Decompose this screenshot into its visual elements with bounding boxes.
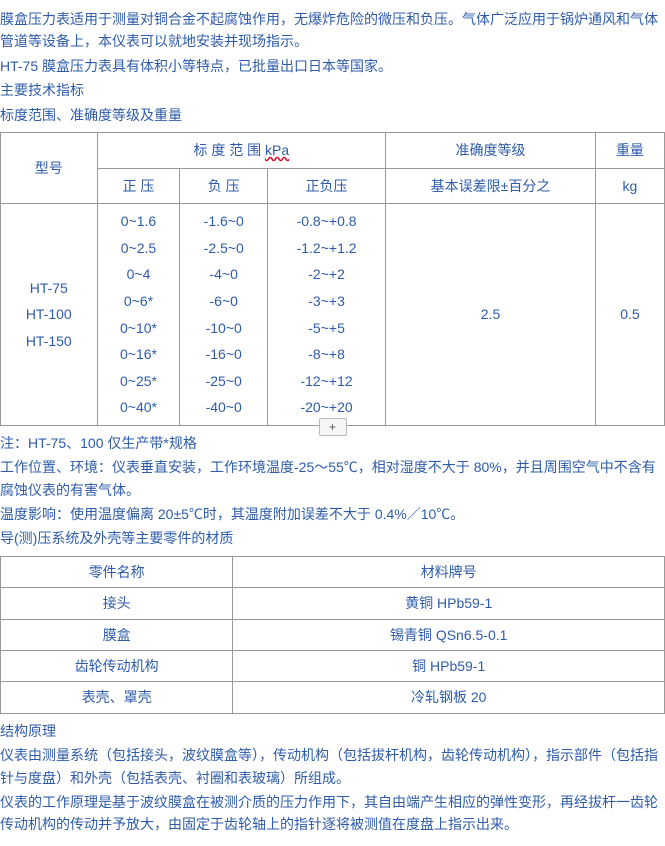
note-3: 温度影响：使用温度偏离 20±5℃时，其温度附加误差不大于 0.4%／10℃。 <box>0 503 665 525</box>
cell-part: 接头 <box>1 588 233 619</box>
table-row: 正 压 负 压 正负压 基本误差限±百分之 kg <box>1 168 665 204</box>
th-weight: 重量 <box>595 132 664 168</box>
table-row: 齿轮传动机构 铜 HPb59-1 <box>1 651 665 682</box>
cell-part: 膜盒 <box>1 619 233 650</box>
th-posneg: 正负压 <box>268 168 386 204</box>
principle-p2: 仪表的工作原理是基于波纹膜盒在被测介质的压力作用下，其自由端产生相应的弹性变形，… <box>0 791 665 836</box>
cell-material: 黄铜 HPb59-1 <box>233 588 665 619</box>
heading-material: 导(测)压系统及外壳等主要零件的材质 <box>0 527 665 549</box>
note-2: 工作位置、环境：仪表垂直安装，工作环境温度-25～55℃，相对湿度不大于 80%… <box>0 456 665 501</box>
cell-part: 表壳、罩壳 <box>1 682 233 713</box>
cell-weight: 0.5 <box>595 204 664 426</box>
cell-neg: -1.6~0-2.5~0-4~0-6~0-10~0-16~0-25~0-40~0 <box>180 204 268 426</box>
cell-material: 冷轧钢板 20 <box>233 682 665 713</box>
heading-spec: 主要技术指标 <box>0 79 665 101</box>
add-row-button[interactable]: + <box>319 418 347 436</box>
th-part: 零件名称 <box>1 556 233 587</box>
th-accuracy-sub: 基本误差限±百分之 <box>386 168 596 204</box>
cell-models: HT-75 HT-100 HT-150 <box>1 204 98 426</box>
material-table: 零件名称 材料牌号 接头 黄铜 HPb59-1 膜盒 锡青铜 QSn6.5-0.… <box>0 556 665 714</box>
cell-pos: 0~1.60~2.50~40~6*0~10*0~16*0~25*0~40* <box>97 204 180 426</box>
th-weight-unit: kg <box>595 168 664 204</box>
table-row: HT-75 HT-100 HT-150 0~1.60~2.50~40~6*0~1… <box>1 204 665 426</box>
spec-table-wrap: 型号 标 度 范 围 kPa 准确度等级 重量 正 压 负 压 正负压 基本误差… <box>0 132 665 426</box>
th-neg: 负 压 <box>180 168 268 204</box>
table-row: 表壳、罩壳 冷轧钢板 20 <box>1 682 665 713</box>
th-model: 型号 <box>1 132 98 203</box>
heading-scale: 标度范围、准确度等级及重量 <box>0 104 665 126</box>
cell-part: 齿轮传动机构 <box>1 651 233 682</box>
heading-principle: 结构原理 <box>0 720 665 742</box>
spec-table: 型号 标 度 范 围 kPa 准确度等级 重量 正 压 负 压 正负压 基本误差… <box>0 132 665 426</box>
table-row: 膜盒 锡青铜 QSn6.5-0.1 <box>1 619 665 650</box>
intro-p1: 膜盒压力表适用于测量对铜合金不起腐蚀作用，无爆炸危险的微压和负压。气体广泛应用于… <box>0 8 665 53</box>
cell-material: 铜 HPb59-1 <box>233 651 665 682</box>
th-material: 材料牌号 <box>233 556 665 587</box>
table-row: 型号 标 度 范 围 kPa 准确度等级 重量 <box>1 132 665 168</box>
th-pos: 正 压 <box>97 168 180 204</box>
principle-p1: 仪表由测量系统（包括接头，波纹膜盒等），传动机构（包括拔杆机构，齿轮传动机构），… <box>0 744 665 789</box>
table-row: 零件名称 材料牌号 <box>1 556 665 587</box>
th-accuracy: 准确度等级 <box>386 132 596 168</box>
th-scale: 标 度 范 围 kPa <box>97 132 386 168</box>
cell-material: 锡青铜 QSn6.5-0.1 <box>233 619 665 650</box>
intro-p2: HT-75 膜盒压力表具有体积小等特点，已批量出口日本等国家。 <box>0 55 665 77</box>
cell-posneg: -0.8~+0.8-1.2~+1.2-2~+2-3~+3-5~+5-8~+8-1… <box>268 204 386 426</box>
table-row: 接头 黄铜 HPb59-1 <box>1 588 665 619</box>
cell-accuracy: 2.5 <box>386 204 596 426</box>
